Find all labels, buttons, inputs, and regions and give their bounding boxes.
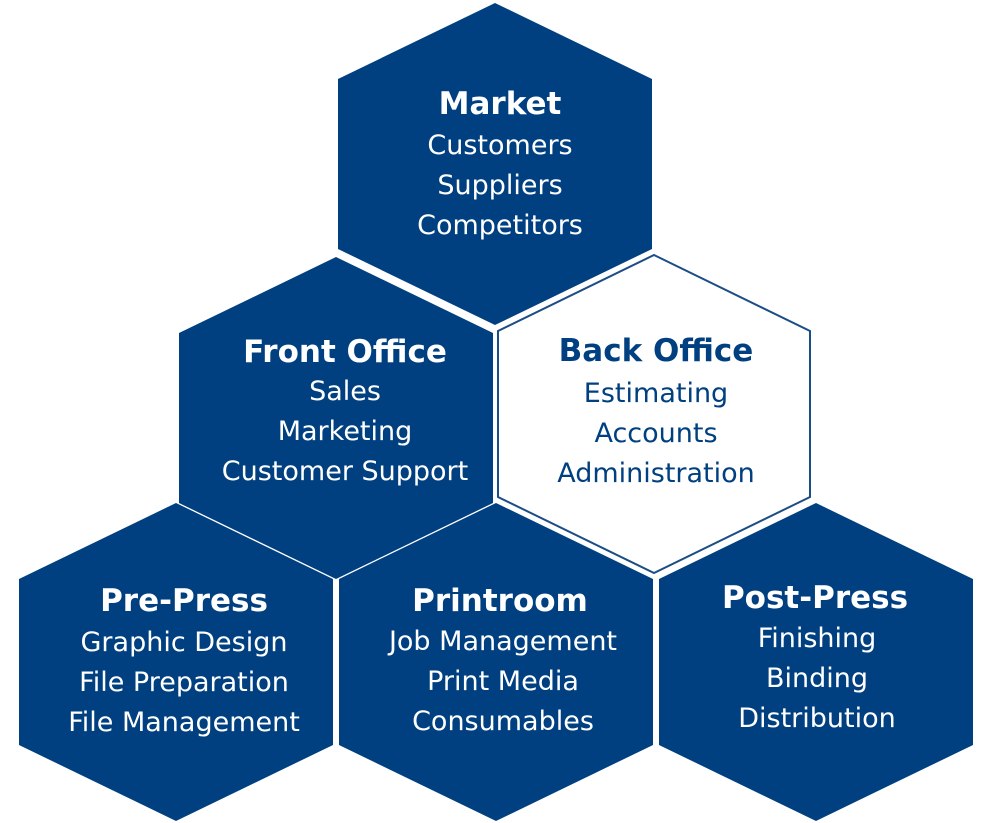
hex-item: Customers xyxy=(427,130,572,161)
hex-item: Accounts xyxy=(594,418,717,449)
hex-item: Estimating xyxy=(584,378,728,409)
hex-item: Customer Support xyxy=(222,456,468,487)
hex-item: Marketing xyxy=(278,416,413,447)
hex-title: Post-Press xyxy=(722,580,908,616)
hex-item: Suppliers xyxy=(437,170,562,201)
hex-item: Job Management xyxy=(387,626,617,657)
hex-front-office: Front Office Sales Marketing Customer Su… xyxy=(179,257,493,579)
hex-title: Market xyxy=(439,86,562,122)
hex-pre-press: Pre-Press Graphic Design File Preparatio… xyxy=(19,503,333,821)
hex-title: Printroom xyxy=(412,583,588,619)
hex-title: Back Office xyxy=(559,333,754,369)
hex-item: Distribution xyxy=(738,703,896,734)
hex-shape xyxy=(179,257,493,579)
hex-title: Front Office xyxy=(243,334,447,370)
hex-item: File Preparation xyxy=(79,667,289,698)
hex-item: Print Media xyxy=(427,666,579,697)
hex-shape-outline xyxy=(497,253,811,575)
hex-item: Finishing xyxy=(758,623,877,654)
hex-post-press: Post-Press Finishing Binding Distributio… xyxy=(659,503,973,821)
hex-market: Market Customers Suppliers Competitors xyxy=(338,3,652,325)
hex-item: Consumables xyxy=(412,706,594,737)
hex-item: Graphic Design xyxy=(81,627,288,658)
hex-item: Administration xyxy=(557,458,755,489)
hex-shape xyxy=(339,503,653,821)
hex-item: File Management xyxy=(68,707,300,738)
hex-back-office: Back Office Estimating Accounts Administ… xyxy=(497,253,811,575)
hex-item: Sales xyxy=(309,376,381,407)
hex-shape xyxy=(338,3,652,325)
hex-shape xyxy=(19,503,333,821)
hex-item: Binding xyxy=(766,663,868,694)
hex-title: Pre-Press xyxy=(100,583,268,619)
hex-item: Competitors xyxy=(417,210,583,241)
hex-printroom: Printroom Job Management Print Media Con… xyxy=(339,503,653,821)
hex-shape xyxy=(659,503,973,821)
